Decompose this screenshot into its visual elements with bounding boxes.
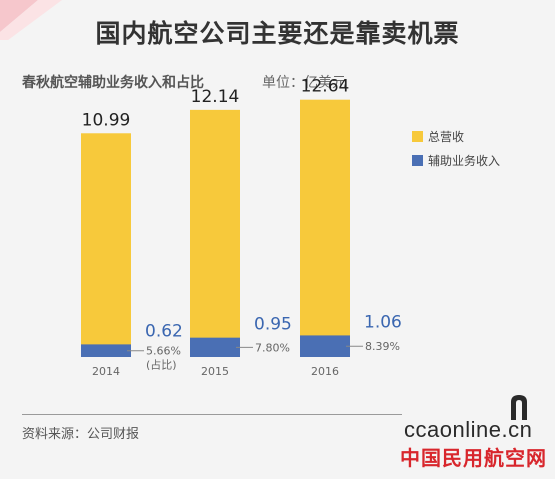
watermark-logo-icon [511,395,527,420]
page-title: 国内航空公司主要还是靠卖机票 [95,19,460,48]
watermark-site: ccaonline.cn [404,417,533,442]
share-note: (占比) [146,358,177,372]
total-bar-2016 [300,99,350,357]
watermark-name: 中国民用航空网 [400,446,547,470]
aux-label-2015: 0.95 [254,315,292,335]
source-note: 资料来源：公司财报 [22,427,140,442]
x-tick-2016: 2016 [311,365,339,378]
x-tick-2015: 2015 [201,365,229,378]
share-label-2016: 8.39% [365,340,400,353]
share-label-2014: 5.66% [146,345,181,358]
source-divider [22,414,402,415]
legend-swatch-1 [412,155,423,166]
total-label-2016: 12.64 [301,77,350,97]
chart-unit: 单位：亿美元 [262,75,346,91]
aux-label-2014: 0.62 [145,321,183,341]
x-tick-2014: 2014 [92,365,120,378]
corner-stripe [0,0,62,40]
total-bar-2015 [190,109,240,357]
aux-bar-2015 [190,337,240,357]
chart-title: 春秋航空辅助业务收入和占比 [22,75,204,91]
total-label-2015: 12.14 [191,87,240,107]
share-label-2015: 7.80% [255,341,290,354]
legend-label-0: 总营收 [428,130,464,144]
aux-bar-2014 [81,344,131,357]
aux-bar-2016 [300,335,350,357]
aux-label-2016: 1.06 [364,312,402,332]
legend-swatch-0 [412,131,423,142]
total-bar-2014 [81,133,131,357]
legend-label-1: 辅助业务收入 [428,153,500,168]
total-label-2014: 10.99 [82,110,131,130]
